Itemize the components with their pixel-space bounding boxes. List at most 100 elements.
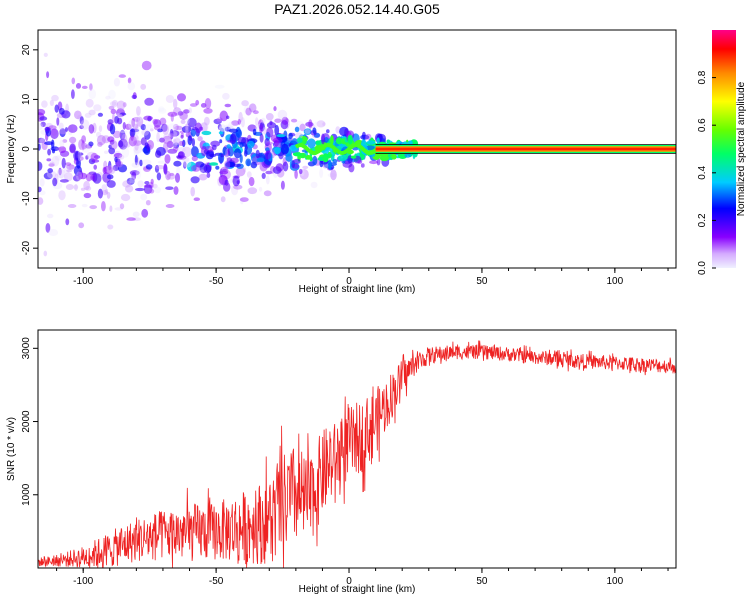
spectrogram-cell	[106, 180, 116, 188]
spectrogram-cell	[73, 184, 79, 190]
y-tick-label: 2000	[21, 410, 32, 433]
spectrogram-cell	[144, 97, 154, 106]
spectrogram-cell	[294, 132, 303, 140]
spectrogram-cell	[39, 138, 45, 145]
spectrogram-cell	[105, 188, 109, 194]
snr-frame	[37, 329, 677, 569]
spectrogram-cell	[159, 137, 165, 143]
spectrogram-cell	[129, 176, 136, 184]
spectrogram-cell	[75, 83, 82, 89]
spectrogram-cell	[169, 129, 174, 140]
spectrogram-cell	[181, 125, 192, 133]
spectrogram-cell	[206, 172, 211, 178]
spectrogram-cell	[39, 178, 45, 187]
spectrogram-cell	[67, 124, 78, 133]
spectrogram-cell	[45, 223, 51, 233]
spectrogram-cell	[191, 164, 201, 172]
spectrogram-cell	[255, 123, 259, 133]
spectrogram-cell	[132, 123, 139, 130]
spectrogram-cell	[220, 153, 224, 158]
spectrogram-cell	[187, 117, 197, 128]
spectrogram-cell	[140, 137, 147, 146]
x-tick-label: 100	[607, 576, 624, 587]
spectrogram-cell	[173, 142, 180, 149]
spectrogram-cell	[77, 150, 82, 162]
spectrogram-cell	[166, 173, 176, 180]
spectrogram-cell	[294, 126, 300, 133]
spectrogram-cell	[203, 164, 212, 174]
spectrogram-cell	[201, 145, 207, 157]
spectrogram-cell	[201, 122, 209, 133]
spectrogram-cell	[38, 161, 43, 171]
spectrogram-cell	[58, 107, 65, 115]
spectrogram-cell	[150, 128, 154, 132]
spectrogram-cell	[177, 151, 185, 159]
spectrogram-cell	[109, 140, 118, 150]
spectrogram-cell	[261, 117, 266, 124]
spectrogram-cell	[177, 111, 184, 116]
spectrogram-cell	[65, 218, 70, 226]
spectrogram-cell	[120, 193, 131, 202]
y-tick-label: -10	[21, 191, 32, 206]
spectrogram-cell	[127, 77, 132, 84]
spectrogram-cell	[59, 128, 66, 138]
spectrogram-cell	[144, 130, 151, 140]
x-tick-label: -50	[209, 276, 224, 287]
spectrogram-cell	[133, 140, 142, 146]
y-tick-label: 10	[21, 93, 32, 105]
spectrogram-cell	[83, 180, 90, 191]
y-tick-label: 20	[21, 44, 32, 56]
spectrogram-cell	[266, 122, 277, 129]
spectrogram-cell	[199, 126, 204, 131]
colorbar-ticks: 0.0 0.2 0.4 0.6 0.8	[697, 70, 716, 275]
spectrogram-cell	[81, 142, 88, 150]
spectrogram-cell	[81, 135, 86, 144]
spectrogram-cell	[102, 166, 107, 174]
snr-x-label: Height of straight line (km)	[299, 584, 416, 595]
spectrogram-cell	[304, 129, 311, 134]
spectrogram-cell	[190, 176, 200, 184]
spectrogram-cell	[274, 118, 282, 123]
spectrogram-cell	[81, 203, 88, 208]
spectrogram-cell	[225, 149, 229, 160]
spectrogram-cell	[126, 217, 136, 221]
spectrogram-cell	[312, 127, 317, 134]
spectrogram-cell	[182, 159, 192, 168]
spectrogram-cell	[49, 161, 55, 167]
spectrogram-cell	[172, 145, 179, 152]
spectrogram-cell	[177, 147, 186, 153]
spectrogram-cell	[112, 113, 115, 124]
spectrogram-cell	[179, 111, 188, 121]
spectrogram-cell	[89, 205, 97, 210]
spectrogram-cell	[220, 196, 226, 203]
spectrogram-cell	[133, 144, 143, 154]
spectrogram-cell	[280, 143, 289, 155]
spectrogram-cell	[211, 144, 217, 151]
spectrogram-cell	[214, 84, 225, 89]
spectrogram-cell	[219, 110, 228, 122]
spectrogram-cell	[263, 190, 272, 197]
spectrogram-cell	[101, 184, 108, 191]
spectrogram-cell	[131, 171, 137, 181]
spectrogram-cell	[245, 158, 252, 167]
spectrogram-cell	[144, 181, 150, 185]
spectrogram-cell	[217, 123, 222, 131]
spectrogram-cell	[282, 161, 289, 172]
spectrogram-cell	[105, 95, 111, 100]
spectrogram-cell	[101, 135, 111, 144]
spectrogram-cell	[58, 146, 67, 154]
spectrogram-cell	[226, 144, 231, 149]
spectrogram-cell	[319, 168, 324, 179]
spectrogram-cell	[210, 140, 221, 147]
spectrogram-cell	[316, 120, 326, 128]
spectrogram-cell	[93, 164, 97, 170]
spectrogram-cell	[177, 93, 186, 102]
spectrogram-cell	[141, 208, 149, 218]
spectrogram-cell	[247, 187, 258, 195]
spectrogram-cell	[194, 122, 202, 134]
spectrogram-cell	[133, 147, 139, 157]
spectrogram-cell	[190, 128, 196, 137]
spectrogram-cell	[131, 117, 136, 128]
spectrogram-cell	[167, 111, 178, 117]
spectrogram-cell	[198, 173, 208, 181]
